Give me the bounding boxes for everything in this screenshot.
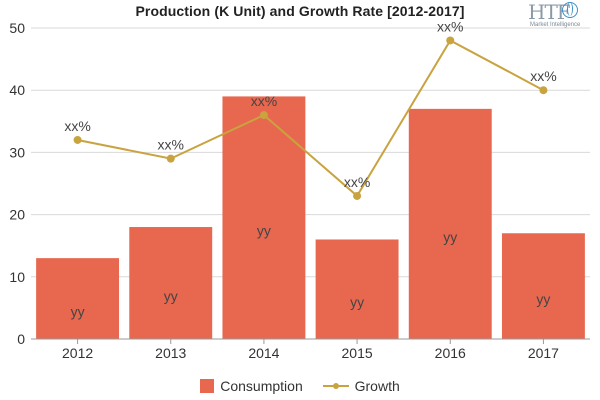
legend-label-bar: Consumption [220,378,303,394]
growth-point [259,111,268,120]
htf-logo: HTF Market Intelligence [528,0,590,36]
growth-data-label: xx% [344,174,370,190]
bar-series [36,96,585,339]
bar-data-label: yy [443,229,457,245]
bar [501,233,585,339]
x-tick-label: 2013 [155,345,186,361]
y-tick-label: 20 [9,207,25,223]
y-tick-label: 40 [9,82,25,98]
growth-point [539,86,548,95]
legend-swatch-bar [200,379,215,393]
legend-item-line[interactable]: Growth [322,378,400,394]
x-tick-label: 2016 [435,345,466,361]
bar [315,239,399,339]
growth-point [73,135,82,144]
y-tick-label: 10 [9,269,25,285]
growth-point [446,36,455,45]
growth-data-label: xx% [437,18,463,34]
x-tick-label: 2014 [248,345,279,361]
x-tick-label: 2012 [62,345,93,361]
y-tick-label: 50 [9,20,25,36]
bar-data-label: yy [350,294,364,310]
growth-data-label: xx% [158,137,184,153]
legend: Consumption Growth [0,378,600,396]
line-series: xx% xx% xx% xx% xx% xx% [64,18,557,200]
legend-swatch-line [322,379,349,393]
growth-data-label: xx% [64,118,90,134]
bar-data-label: yy [257,223,271,239]
x-tick-label: 2015 [342,345,373,361]
globe-icon [562,2,578,18]
growth-point [353,191,362,200]
x-tick-label: 2017 [528,345,559,361]
bar-labels: yy yy yy yy yy yy [71,223,551,320]
bar-data-label: yy [536,291,550,307]
y-tick-label: 0 [17,331,25,347]
bar [222,96,306,339]
growth-line [77,39,544,198]
legend-item-bar[interactable]: Consumption [200,378,303,394]
y-tick-label: 30 [9,144,25,160]
legend-label-line: Growth [354,378,400,394]
bar [408,108,492,339]
growth-point [166,154,175,163]
logo-subtitle: Market Intelligence [530,22,581,28]
growth-data-label: xx% [251,93,277,109]
bar-data-label: yy [71,304,85,320]
bar [36,258,120,339]
axes: 0 10 20 30 40 50 2012 2013 2014 2015 2016 2017 [9,20,590,361]
chart-title: Production (K Unit) and Growth Rate [201… [135,3,465,19]
grid-lines [31,27,590,278]
growth-data-label: xx% [530,68,556,84]
bar [129,227,213,339]
bar-data-label: yy [164,288,178,304]
